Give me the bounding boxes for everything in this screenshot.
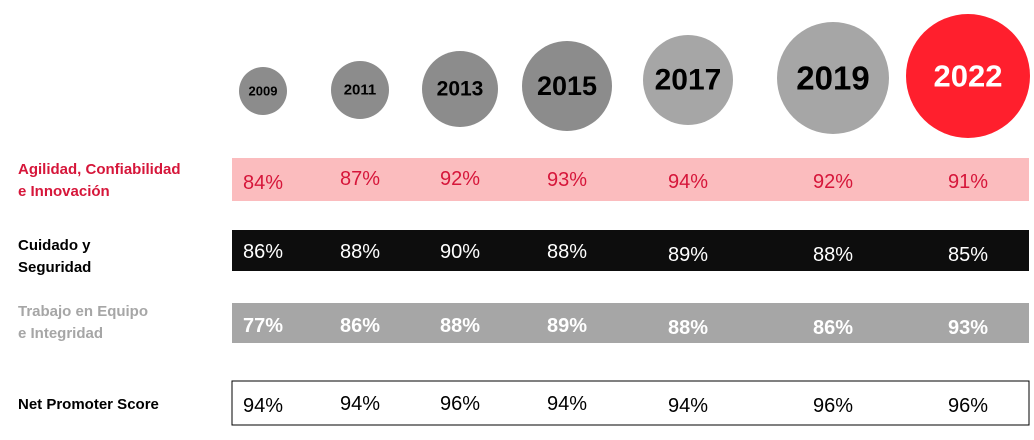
cell-value-r3-2009: 94%: [243, 395, 283, 417]
cell-value-r2-2019: 86%: [813, 317, 853, 339]
cell-value-r1-2011: 88%: [340, 241, 380, 263]
cell-value-r0-2019: 92%: [813, 171, 853, 193]
cell-value-r3-2019: 96%: [813, 395, 853, 417]
year-bubble-2015: [522, 41, 612, 131]
row-band-1: [232, 230, 1029, 271]
cell-value-r2-2017: 88%: [668, 317, 708, 339]
cell-value-r2-2015: 89%: [547, 315, 587, 337]
cell-value-r0-2009: 84%: [243, 172, 283, 194]
cell-value-r3-2011: 94%: [340, 393, 380, 415]
cell-value-r3-2022: 96%: [948, 395, 988, 417]
row-band-3: [231, 380, 1030, 426]
cell-value-r1-2019: 88%: [813, 244, 853, 266]
year-bubble-2019: [777, 22, 889, 134]
row-band-2: [232, 303, 1029, 343]
row-label-agilidad: Agilidad, Confiabilidad e Innovación: [18, 161, 181, 200]
cell-value-r0-2013: 92%: [440, 168, 480, 190]
year-label-2019: 2019: [796, 60, 869, 97]
year-label-2009: 2009: [249, 84, 278, 99]
cell-value-r2-2009: 77%: [243, 315, 283, 337]
row-label-trabajo: Trabajo en Equipo e Integridad: [18, 303, 149, 342]
cell-value-r0-2011: 87%: [340, 168, 380, 190]
cell-value-r1-2015: 88%: [547, 241, 587, 263]
year-bubble-2009: [239, 67, 287, 115]
year-bubble-2017: [643, 35, 733, 125]
row-band-0: [232, 158, 1029, 201]
cell-value-r1-2013: 90%: [440, 241, 480, 263]
cell-value-r3-2013: 96%: [440, 393, 480, 415]
cell-value-r2-2011: 86%: [340, 315, 380, 337]
year-label-2022: 2022: [934, 59, 1003, 94]
cell-value-r2-2013: 88%: [440, 315, 480, 337]
cell-value-r1-2022: 85%: [948, 244, 988, 266]
year-label-2011: 2011: [344, 82, 377, 99]
cell-value-r1-2009: 86%: [243, 241, 283, 263]
cell-value-r2-2022: 93%: [948, 317, 988, 339]
year-bubble-2022: [906, 14, 1030, 138]
cell-value-r0-2015: 93%: [547, 169, 587, 191]
year-label-2015: 2015: [537, 71, 597, 101]
year-bubble-2011: [331, 61, 389, 119]
cell-value-r3-2017: 94%: [668, 395, 708, 417]
cell-value-r0-2017: 94%: [668, 171, 708, 193]
row-label-nps: Net Promoter Score: [18, 396, 159, 413]
row-label-cuidado: Cuidado y Seguridad: [18, 237, 92, 276]
year-bubble-2013: [422, 51, 498, 127]
cell-value-r1-2017: 89%: [668, 244, 708, 266]
year-label-2013: 2013: [437, 78, 484, 101]
year-label-2017: 2017: [655, 64, 722, 97]
cell-value-r3-2015: 94%: [547, 393, 587, 415]
cell-value-r0-2022: 91%: [948, 171, 988, 193]
